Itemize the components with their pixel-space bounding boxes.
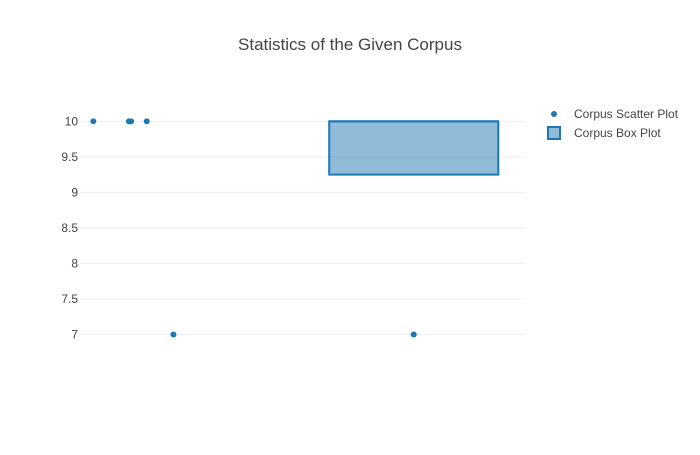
legend-item-scatter[interactable]: Corpus Scatter Plot bbox=[551, 107, 679, 121]
legend: Corpus Scatter Plot Corpus Box Plot bbox=[547, 107, 679, 140]
scatter-point[interactable] bbox=[90, 118, 97, 125]
scatter-point[interactable] bbox=[128, 118, 135, 125]
legend-item-box[interactable]: Corpus Box Plot bbox=[547, 126, 661, 140]
chart-title: Statistics of the Given Corpus bbox=[238, 35, 462, 54]
scatter-point[interactable] bbox=[170, 331, 177, 338]
y-tick-label: 10 bbox=[65, 114, 79, 128]
scatter-layer bbox=[90, 118, 417, 338]
y-tick-label: 7 bbox=[71, 327, 78, 341]
y-tick-label: 9.5 bbox=[61, 150, 78, 164]
legend-scatter-label: Corpus Scatter Plot bbox=[574, 107, 679, 121]
box-layer bbox=[328, 120, 500, 176]
legend-box-label: Corpus Box Plot bbox=[574, 126, 661, 140]
grid-layer bbox=[80, 120, 525, 335]
y-tick-label: 8 bbox=[71, 256, 78, 270]
legend-scatter-marker-icon bbox=[551, 111, 557, 117]
legend-box-swatch-icon bbox=[547, 126, 561, 140]
scatter-point[interactable] bbox=[143, 118, 150, 125]
box-outlier-point[interactable] bbox=[410, 331, 417, 338]
y-tick-label: 8.5 bbox=[61, 221, 78, 235]
y-tick-label: 9 bbox=[71, 185, 78, 199]
y-tick-label: 7.5 bbox=[61, 292, 78, 306]
y-axis-ticks: 10 9.5 9 8.5 8 7.5 7 bbox=[61, 114, 78, 341]
box-body[interactable] bbox=[328, 120, 500, 176]
